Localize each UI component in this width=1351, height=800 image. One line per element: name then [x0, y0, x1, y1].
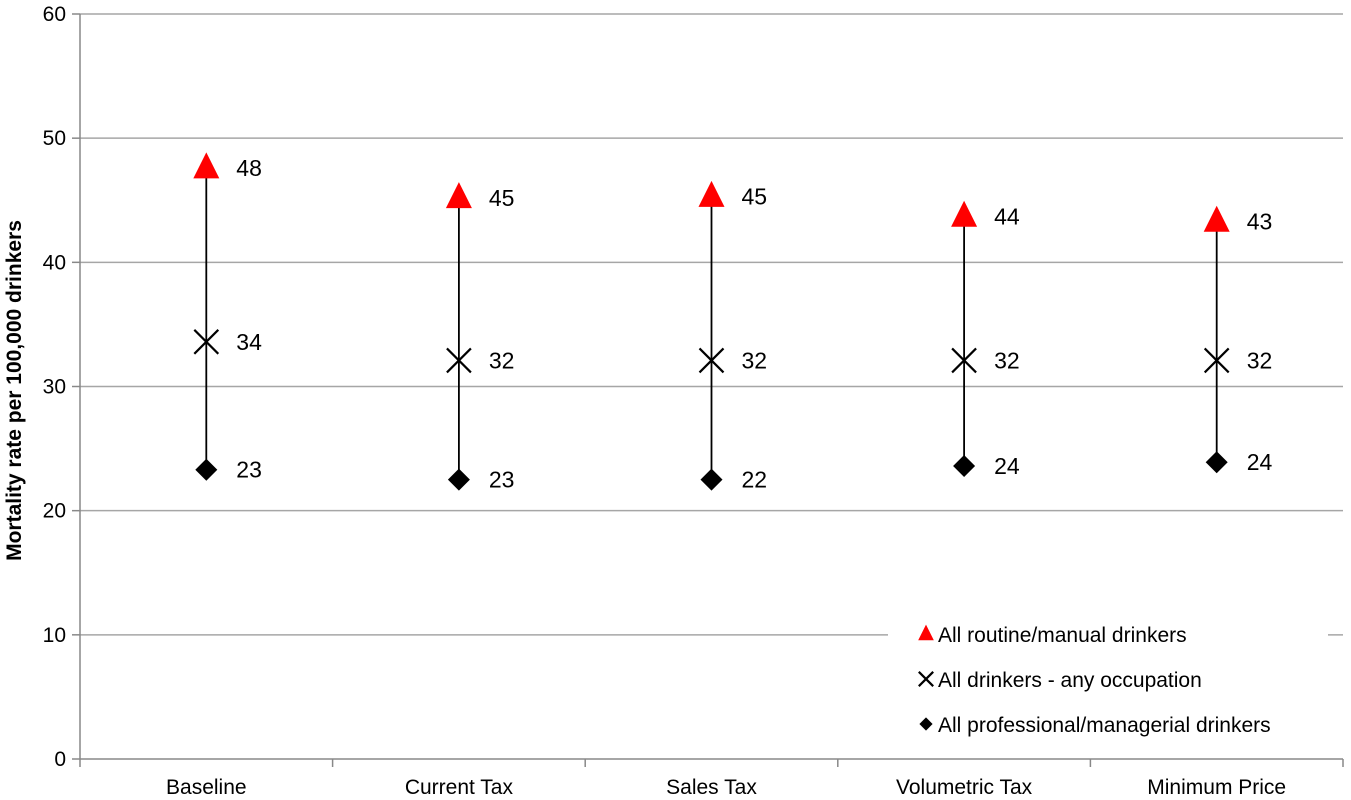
data-point [698, 180, 725, 207]
y-tick-label: 0 [54, 748, 66, 771]
legend-label: All drinkers - any occupation [938, 669, 1202, 692]
data-point [447, 468, 470, 491]
data-label: 23 [489, 467, 515, 493]
x-stroke [1203, 347, 1230, 374]
x-tick-label: Sales Tax [666, 776, 757, 799]
data-point [1205, 451, 1228, 474]
data-label: 45 [742, 184, 768, 210]
data-point [1203, 205, 1230, 232]
y-tick-label: 30 [43, 376, 66, 399]
data-label: 48 [236, 155, 262, 181]
axis-layer: 0 10 20 30 40 50 60 Baseline Current Tax Sales Ta… [3, 3, 1344, 799]
data-point [700, 468, 723, 491]
data-point [445, 182, 472, 209]
legend-marker [919, 717, 933, 731]
x-stroke [951, 347, 977, 374]
data-label: 32 [1247, 347, 1273, 373]
data-point [193, 152, 220, 179]
data-label: 22 [742, 467, 768, 493]
data-label: 23 [236, 457, 262, 483]
y-tick-label: 10 [43, 624, 66, 647]
x-stroke [918, 671, 934, 687]
x-tick-label: Baseline [166, 776, 247, 799]
data-label: 24 [994, 453, 1020, 479]
data-label: 44 [994, 203, 1020, 229]
data-point [951, 347, 977, 374]
data-point [446, 347, 472, 374]
data-point [698, 347, 725, 374]
data-label: 43 [1247, 208, 1273, 234]
data-label: 32 [489, 347, 515, 373]
data-label: 45 [489, 185, 515, 211]
data-point [953, 454, 976, 477]
data-point [195, 458, 218, 481]
data-point [1203, 347, 1230, 374]
marks-layer: 48 45 45 44 43 34 32 32 32 32 23 23 22 24 24 [193, 152, 1273, 493]
legend-box [888, 610, 1328, 750]
x-stroke [193, 329, 220, 355]
legend-layer: All routine/manual drinkers All drinkers … [888, 610, 1328, 750]
legend-label: All professional/managerial drinkers [938, 714, 1271, 737]
y-axis-title: Mortality rate per 100,000 drinkers [3, 220, 26, 561]
legend-marker [918, 624, 934, 641]
legend-label: All routine/manual drinkers [938, 624, 1187, 647]
x-stroke [446, 347, 472, 374]
x-stroke [698, 347, 725, 374]
x-tick-label: Current Tax [405, 776, 514, 799]
data-label: 32 [994, 347, 1020, 373]
data-label: 34 [236, 329, 262, 355]
y-tick-label: 20 [43, 500, 66, 523]
data-point [951, 200, 978, 227]
x-tick-label: Volumetric Tax [896, 776, 1033, 799]
y-tick-label: 60 [43, 3, 66, 26]
y-tick-label: 50 [43, 127, 66, 150]
x-tick-label: Minimum Price [1147, 776, 1286, 799]
data-label: 32 [742, 347, 768, 373]
y-tick-label: 40 [43, 251, 66, 274]
data-point [193, 329, 220, 355]
data-label: 24 [1247, 449, 1273, 475]
legend-marker [918, 671, 934, 687]
